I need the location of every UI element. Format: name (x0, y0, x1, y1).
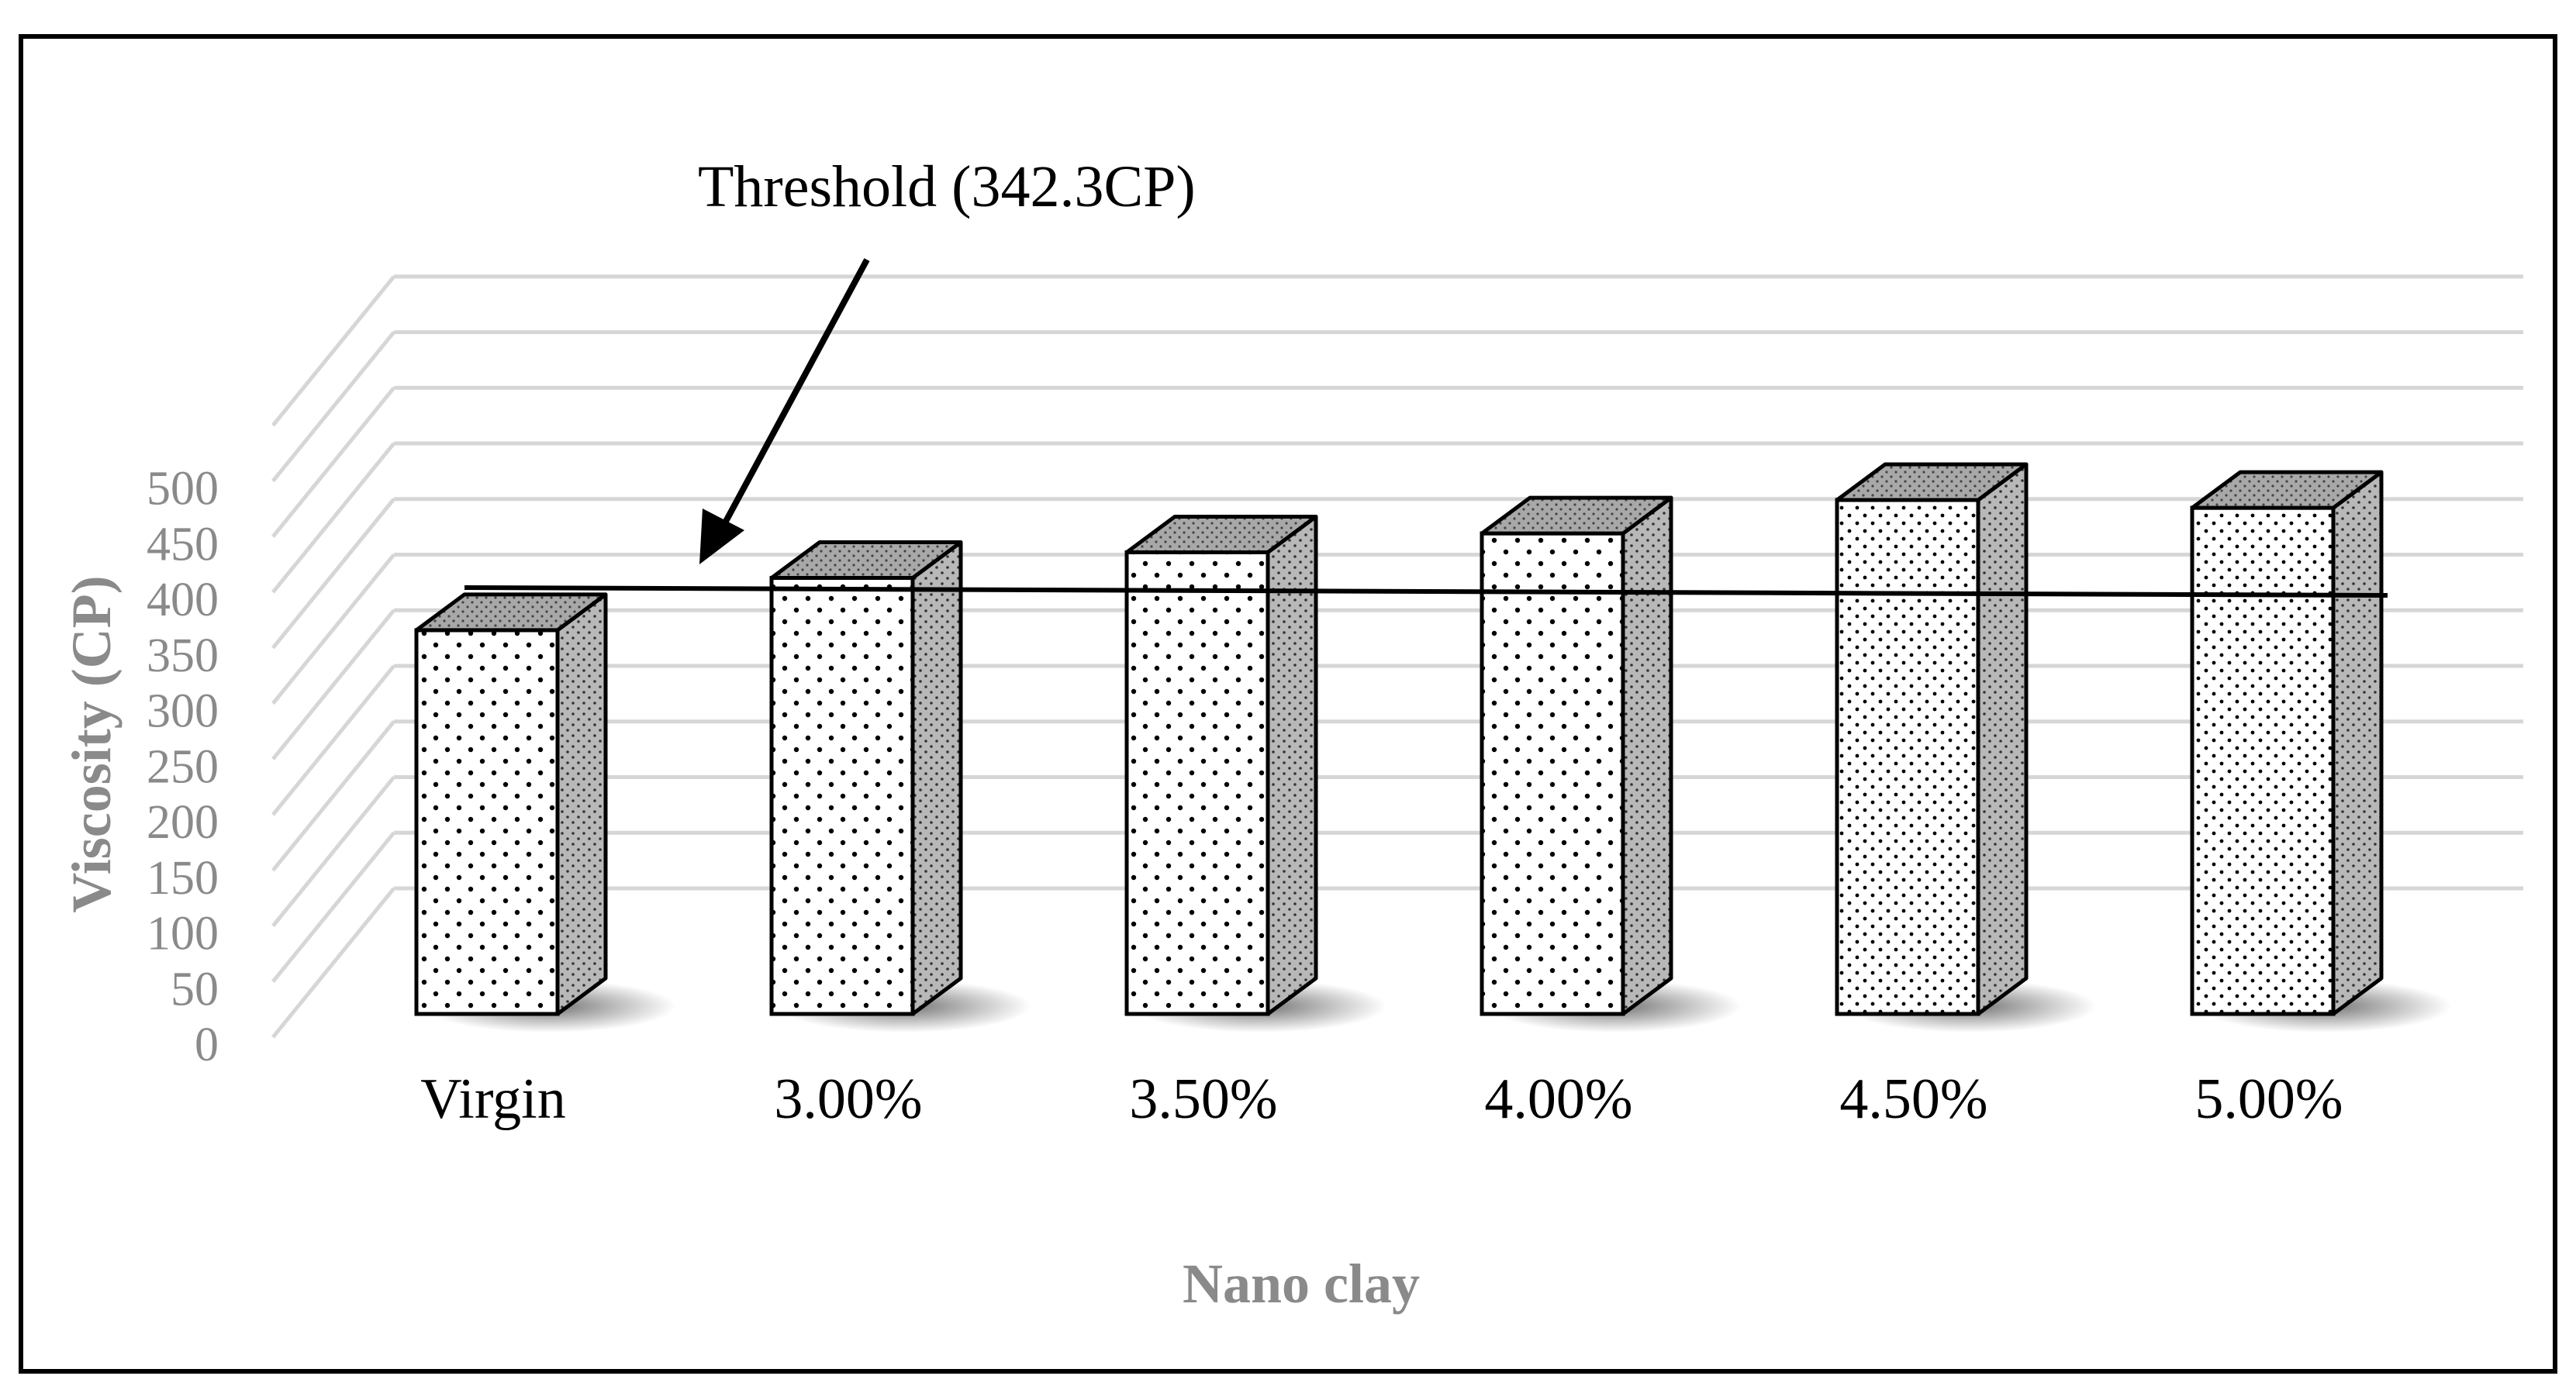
bar-side (2331, 470, 2384, 1016)
gridline-top (271, 274, 2523, 427)
bar-side (1621, 495, 1673, 1016)
gridline-200 (271, 664, 2523, 816)
bar-3.00% (769, 540, 1031, 1033)
x-axis-title: Nano clay (1183, 1253, 1420, 1315)
y-tick-label: 500 (147, 463, 219, 516)
bar-front (2190, 505, 2336, 1016)
gridline-100 (271, 775, 2523, 928)
gridline-150 (271, 719, 2523, 872)
bar-top (1124, 514, 1318, 554)
bar-side (910, 540, 963, 1016)
gridlines (271, 274, 2523, 1039)
bar-front (769, 575, 915, 1016)
gridline-400 (271, 441, 2523, 594)
bars (414, 462, 2452, 1033)
x-tick-label: 3.50% (1129, 1067, 1277, 1131)
x-tick-label: 4.50% (1839, 1067, 1987, 1131)
bar-front (1124, 550, 1270, 1016)
bar-top (1480, 495, 1673, 536)
bar-4.00% (1480, 495, 1742, 1033)
gridline-50 (271, 830, 2523, 983)
bar-front (1835, 498, 1980, 1016)
x-tick-label: 3.00% (774, 1067, 922, 1131)
gridline-450 (271, 385, 2523, 538)
bar-front (414, 628, 560, 1016)
x-tick-label: 4.00% (1484, 1067, 1632, 1131)
bar-front (1480, 531, 1625, 1016)
y-tick-label: 50 (171, 963, 219, 1016)
bar-top (2190, 470, 2384, 510)
y-tick-label: 350 (147, 629, 219, 682)
y-tick-label: 400 (147, 574, 219, 626)
threshold-annotation: Threshold (342.3CP) (698, 154, 1196, 219)
bar-side (1976, 462, 2029, 1016)
gridline-300 (271, 553, 2523, 705)
gridline-350 (271, 497, 2523, 650)
bar-top (414, 592, 608, 633)
bar-4.50% (1835, 462, 2097, 1033)
y-tick-label: 200 (147, 796, 219, 849)
y-tick-label: 450 (147, 518, 219, 571)
bar-side (555, 592, 608, 1016)
x-axis-categories: Virgin 3.00% 3.50% 4.00% 4.50% 5.00% (420, 1067, 2343, 1131)
bar-Virgin (414, 592, 676, 1033)
y-tick-label: 250 (147, 740, 219, 793)
bar-top (1835, 462, 2029, 502)
gridline-250 (271, 608, 2523, 760)
x-tick-label: 5.00% (2194, 1067, 2343, 1131)
x-tick-label: Virgin (420, 1067, 565, 1131)
y-tick-label: 300 (147, 685, 219, 738)
bar-3.50% (1124, 514, 1386, 1033)
y-tick-label: 100 (147, 908, 219, 960)
bar-top (769, 540, 963, 580)
bar-5.00% (2190, 470, 2452, 1033)
gridline-500 (271, 330, 2523, 483)
y-tick-label: 0 (195, 1019, 219, 1071)
y-axis-title: Viscosity (CP) (60, 575, 123, 912)
threshold-line (464, 585, 2388, 598)
y-tick-label: 150 (147, 852, 219, 905)
gridline-0 (271, 886, 2523, 1039)
threshold-arrow (699, 258, 870, 564)
